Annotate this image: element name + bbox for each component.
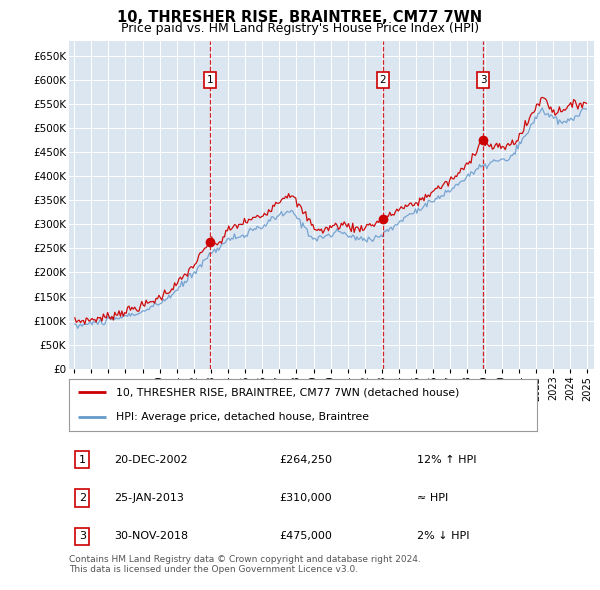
Text: 3: 3 <box>480 75 487 85</box>
Text: 30-NOV-2018: 30-NOV-2018 <box>114 532 188 541</box>
Text: Price paid vs. HM Land Registry's House Price Index (HPI): Price paid vs. HM Land Registry's House … <box>121 22 479 35</box>
Text: 2: 2 <box>380 75 386 85</box>
Text: 10, THRESHER RISE, BRAINTREE, CM77 7WN (detached house): 10, THRESHER RISE, BRAINTREE, CM77 7WN (… <box>116 387 459 397</box>
Text: 10, THRESHER RISE, BRAINTREE, CM77 7WN: 10, THRESHER RISE, BRAINTREE, CM77 7WN <box>118 10 482 25</box>
Text: 12% ↑ HPI: 12% ↑ HPI <box>417 455 476 464</box>
Text: 1: 1 <box>207 75 214 85</box>
Text: £475,000: £475,000 <box>279 532 332 541</box>
Text: 2% ↓ HPI: 2% ↓ HPI <box>417 532 469 541</box>
Text: £264,250: £264,250 <box>279 455 332 464</box>
Text: 20-DEC-2002: 20-DEC-2002 <box>114 455 188 464</box>
Text: 3: 3 <box>79 532 86 541</box>
Text: £310,000: £310,000 <box>279 493 332 503</box>
Text: HPI: Average price, detached house, Braintree: HPI: Average price, detached house, Brai… <box>116 412 369 422</box>
Text: 25-JAN-2013: 25-JAN-2013 <box>114 493 184 503</box>
Text: Contains HM Land Registry data © Crown copyright and database right 2024.
This d: Contains HM Land Registry data © Crown c… <box>69 555 421 574</box>
Text: 1: 1 <box>79 455 86 464</box>
Text: ≈ HPI: ≈ HPI <box>417 493 448 503</box>
Text: 2: 2 <box>79 493 86 503</box>
